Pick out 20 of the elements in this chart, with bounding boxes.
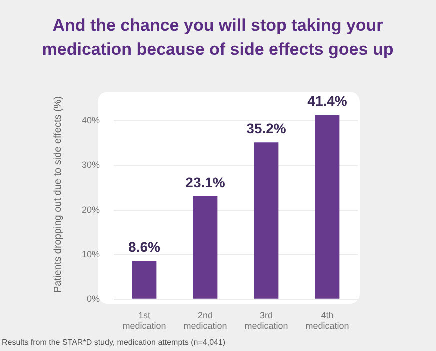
y-tick-label: 30% bbox=[82, 160, 100, 170]
x-tick-label: 2nd medication bbox=[184, 310, 228, 332]
text: Results from the STAR*D study, medication attempts (n=4,041) bbox=[2, 338, 226, 347]
chart-title: And the chance you will stop taking your medication because of side effects goes up bbox=[41, 15, 395, 61]
data-label: 41.4% bbox=[308, 92, 348, 109]
y-tick-label: 0% bbox=[87, 294, 100, 304]
data-label: 35.2% bbox=[246, 120, 287, 136]
data-label: 23.1% bbox=[186, 174, 226, 190]
y-tick-label: 40% bbox=[82, 116, 100, 126]
x-tick-label: 1st medication bbox=[122, 310, 166, 332]
y-tick-label: 10% bbox=[82, 249, 100, 260]
x-tick-label: 3rd medication bbox=[244, 310, 288, 332]
bar bbox=[254, 142, 279, 299]
y-tick-label: 20% bbox=[82, 204, 100, 215]
y-axis-title: Patients dropping out due to side effects (%) bbox=[52, 96, 64, 294]
x-tick-label: 4th medication bbox=[306, 310, 350, 332]
bar bbox=[193, 196, 218, 299]
bar bbox=[315, 114, 340, 299]
data-label: 8.6% bbox=[128, 238, 162, 255]
bar bbox=[132, 261, 157, 299]
